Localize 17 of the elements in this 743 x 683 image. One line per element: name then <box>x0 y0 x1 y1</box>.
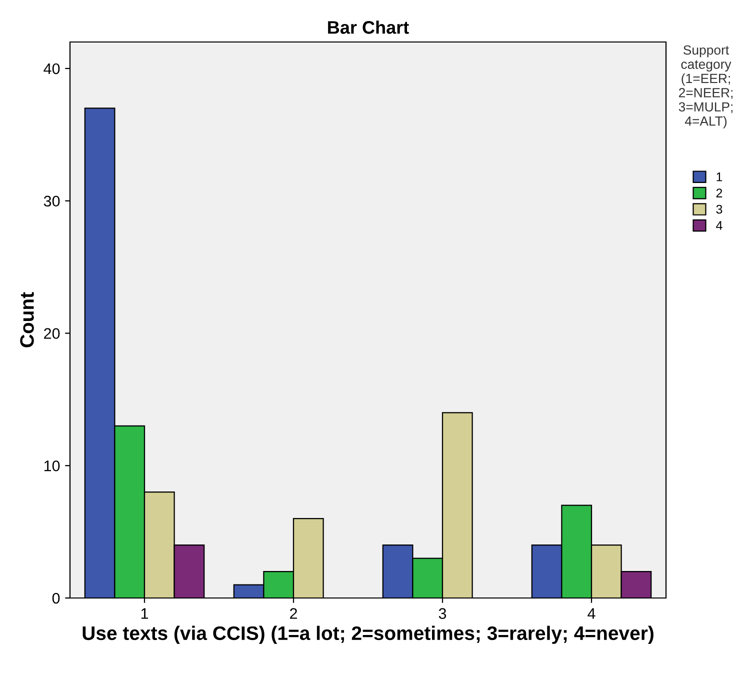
x-tick-label: 1 <box>141 608 148 619</box>
legend-title: Support category (1=EER; 2=NEER; 3=MULP; 4=ALT) <box>678 45 732 128</box>
chart-title: Bar Chart <box>328 20 409 34</box>
y-tick-label: 30 <box>44 196 60 207</box>
legend-label: 3 <box>716 204 722 214</box>
x-tick-label: 2 <box>290 608 297 619</box>
y-tick-label: 10 <box>44 460 60 472</box>
y-tick-label: 40 <box>44 63 60 74</box>
y-axis-title: Count <box>20 292 34 348</box>
y-tick-label: 20 <box>44 328 60 339</box>
legend-label: 4 <box>716 221 722 230</box>
legend-label: 1 <box>716 172 722 182</box>
y-tick-label: 0 <box>52 592 60 604</box>
x-tick-label: 4 <box>588 608 596 619</box>
x-axis-title: Use texts (via CCIS) (1=a lot; 2=sometimes; 3=rarely; 4=never) <box>82 626 654 644</box>
x-tick-label: 3 <box>438 608 446 619</box>
legend-label: 2 <box>716 188 722 198</box>
